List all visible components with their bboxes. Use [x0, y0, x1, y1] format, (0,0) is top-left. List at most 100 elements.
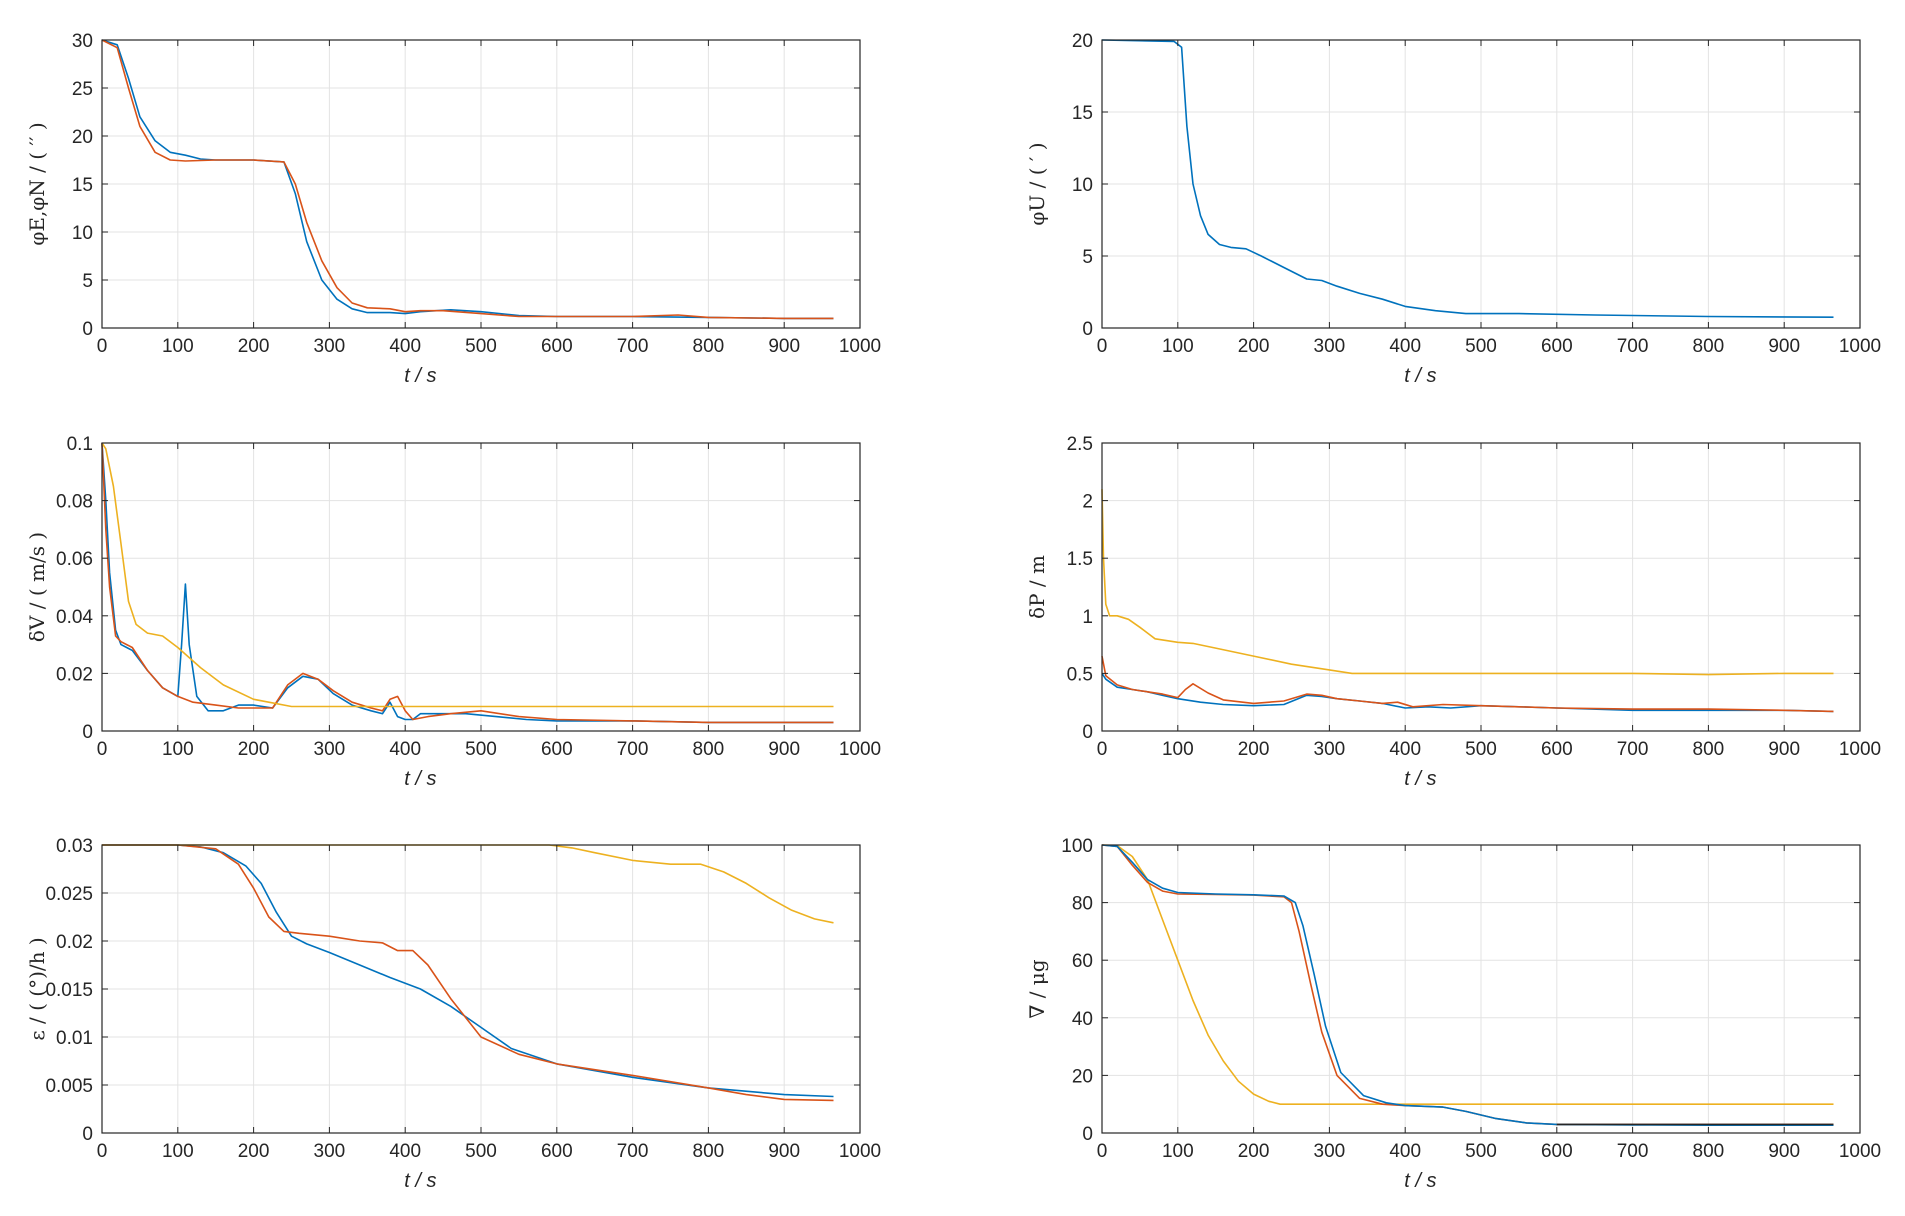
y-tick-label: 20 [1072, 31, 1093, 52]
series-line [102, 844, 834, 924]
y-tick-label: 15 [72, 175, 93, 196]
y-tick-label: 0 [1082, 319, 1093, 340]
series-line [101, 442, 834, 724]
x-tick-label: 100 [1162, 739, 1194, 760]
y-tick-label: 5 [82, 271, 93, 292]
plot-dP: 0 100 200 300 400 500 600 700 800 900 1000 0 0.5 1 1.5… [1025, 434, 1881, 790]
x-axis-label: t / s [1404, 768, 1436, 790]
x-tick-label: 0 [1097, 1141, 1108, 1162]
y-tick-label: 20 [1072, 1066, 1093, 1087]
x-tick-label: 300 [1314, 739, 1346, 760]
x-tick-label: 600 [1541, 1141, 1573, 1162]
x-tick-label: 0 [97, 336, 108, 357]
x-tick-label: 1000 [839, 739, 881, 760]
x-tick-label: 500 [465, 336, 497, 357]
x-tick-label: 700 [617, 1141, 649, 1162]
x-tick-label: 500 [1465, 336, 1497, 357]
x-tick-label: 200 [1238, 739, 1270, 760]
x-tick-label: 200 [238, 739, 270, 760]
series-line [1101, 655, 1834, 713]
x-tick-label: 400 [1389, 739, 1421, 760]
y-tick-label: 2.5 [1067, 434, 1093, 455]
x-tick-label: 0 [97, 739, 108, 760]
series-line [1101, 844, 1834, 1105]
y-tick-label: 0.015 [45, 980, 93, 1001]
x-tick-label: 600 [541, 739, 573, 760]
y-axis-label: ε / ( (°)/h ) [25, 937, 49, 1040]
series-line [102, 844, 834, 1102]
plot-dV: 0 100 200 300 400 500 600 700 800 900 1000 0 0.02 0.0… [25, 434, 881, 790]
x-tick-label: 300 [314, 1141, 346, 1162]
series-line [101, 39, 834, 320]
x-tick-label: 900 [1768, 336, 1800, 357]
x-tick-label: 900 [768, 1141, 800, 1162]
x-tick-label: 300 [314, 739, 346, 760]
plot-eps: 0 100 200 300 400 500 600 700 800 900 1000 0 0.005 0.… [25, 836, 881, 1192]
y-tick-label: 0.005 [45, 1076, 93, 1097]
x-tick-label: 900 [768, 739, 800, 760]
x-tick-label: 400 [389, 739, 421, 760]
x-tick-label: 700 [1617, 336, 1649, 357]
x-axis-label: t / s [404, 1170, 436, 1192]
x-tick-label: 400 [389, 336, 421, 357]
x-tick-label: 200 [238, 1141, 270, 1162]
x-axis-label: t / s [404, 365, 436, 387]
y-tick-label: 0 [1082, 1124, 1093, 1145]
x-tick-label: 1000 [1839, 336, 1881, 357]
y-tick-label: 0 [82, 722, 93, 743]
y-axis-label: ∇ / μg [1025, 959, 1049, 1018]
x-tick-label: 700 [1617, 739, 1649, 760]
x-tick-label: 800 [693, 336, 725, 357]
x-tick-label: 100 [162, 739, 194, 760]
x-tick-label: 900 [768, 336, 800, 357]
y-tick-label: 0.1 [67, 434, 93, 455]
x-tick-label: 600 [1541, 739, 1573, 760]
y-tick-label: 80 [1072, 894, 1093, 915]
y-tick-label: 0.025 [45, 884, 93, 905]
x-tick-label: 200 [1238, 336, 1270, 357]
x-tick-label: 300 [1314, 336, 1346, 357]
x-axis-label: t / s [1404, 365, 1436, 387]
x-tick-label: 800 [693, 1141, 725, 1162]
y-tick-label: 0.06 [56, 549, 93, 570]
series-line [1101, 489, 1834, 676]
x-tick-label: 100 [162, 1141, 194, 1162]
x-tick-label: 100 [162, 336, 194, 357]
y-tick-label: 20 [72, 127, 93, 148]
y-tick-label: 0.03 [56, 836, 93, 857]
x-tick-label: 600 [1541, 336, 1573, 357]
series-line [101, 442, 834, 724]
plot-nabla: 0 100 200 300 400 500 600 700 800 900 1000 0 20 40 60 8… [1025, 836, 1881, 1192]
y-tick-label: 10 [72, 223, 93, 244]
series-line [101, 39, 834, 320]
x-tick-label: 800 [693, 739, 725, 760]
y-axis-label: φE,φN / ( ′′ ) [25, 122, 49, 245]
x-tick-label: 700 [617, 739, 649, 760]
x-tick-label: 300 [314, 336, 346, 357]
x-tick-label: 800 [1693, 336, 1725, 357]
x-tick-label: 1000 [839, 1141, 881, 1162]
series-line [101, 442, 834, 708]
series-line [1101, 39, 1834, 318]
y-tick-label: 2 [1082, 492, 1093, 513]
x-tick-label: 1000 [1839, 739, 1881, 760]
x-tick-label: 600 [541, 1141, 573, 1162]
series-line [1101, 844, 1834, 1126]
y-tick-label: 0.04 [56, 607, 93, 628]
y-tick-label: 30 [72, 31, 93, 52]
x-tick-label: 700 [1617, 1141, 1649, 1162]
x-axis-label: t / s [404, 768, 436, 790]
x-tick-label: 1000 [839, 336, 881, 357]
x-tick-label: 500 [1465, 1141, 1497, 1162]
y-tick-label: 0 [82, 319, 93, 340]
y-tick-label: 0.02 [56, 932, 93, 953]
x-tick-label: 0 [1097, 739, 1108, 760]
x-tick-label: 100 [1162, 336, 1194, 357]
x-tick-label: 500 [465, 739, 497, 760]
y-tick-label: 0 [82, 1124, 93, 1145]
series-line [102, 844, 834, 1098]
y-tick-label: 40 [1072, 1009, 1093, 1030]
y-tick-label: 5 [1082, 247, 1093, 268]
y-axis-label: φU / ( ′ ) [1025, 142, 1049, 225]
x-tick-label: 100 [1162, 1141, 1194, 1162]
